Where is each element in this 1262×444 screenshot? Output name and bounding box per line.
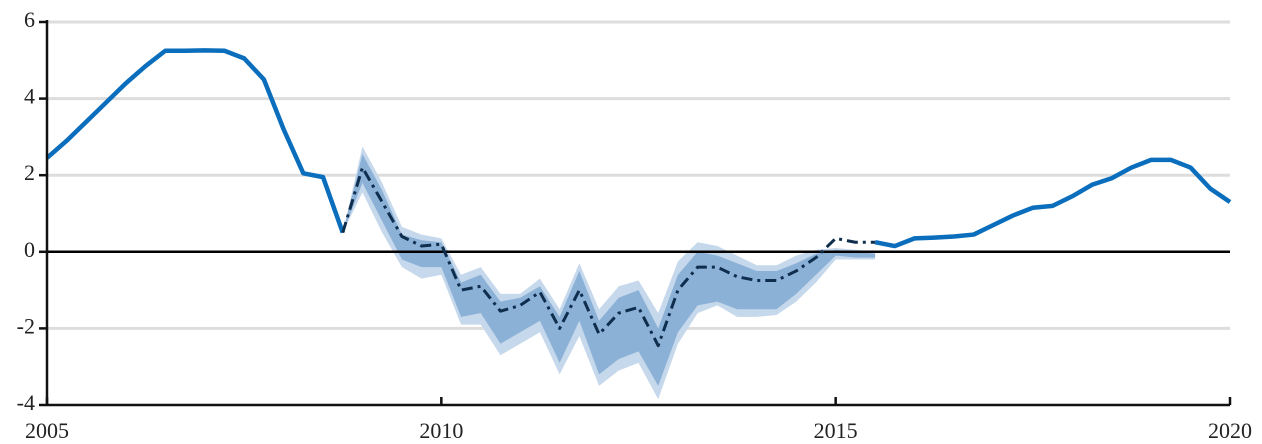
x-tick-label: 2005: [25, 418, 69, 443]
x-tick-label: 2010: [419, 418, 463, 443]
y-tick-label: 0: [24, 237, 35, 262]
y-tick-label: -4: [17, 390, 35, 415]
y-tick-label: 6: [24, 7, 35, 32]
y-tick-label: 2: [24, 160, 35, 185]
band: [342, 154, 876, 386]
x-tick-label: 2015: [814, 418, 858, 443]
line: [341, 166, 876, 348]
line: [45, 48, 1232, 249]
x-tick-label: 2020: [1208, 418, 1252, 443]
y-tick-label: 4: [24, 84, 35, 109]
y-tick-label: -2: [17, 313, 35, 338]
